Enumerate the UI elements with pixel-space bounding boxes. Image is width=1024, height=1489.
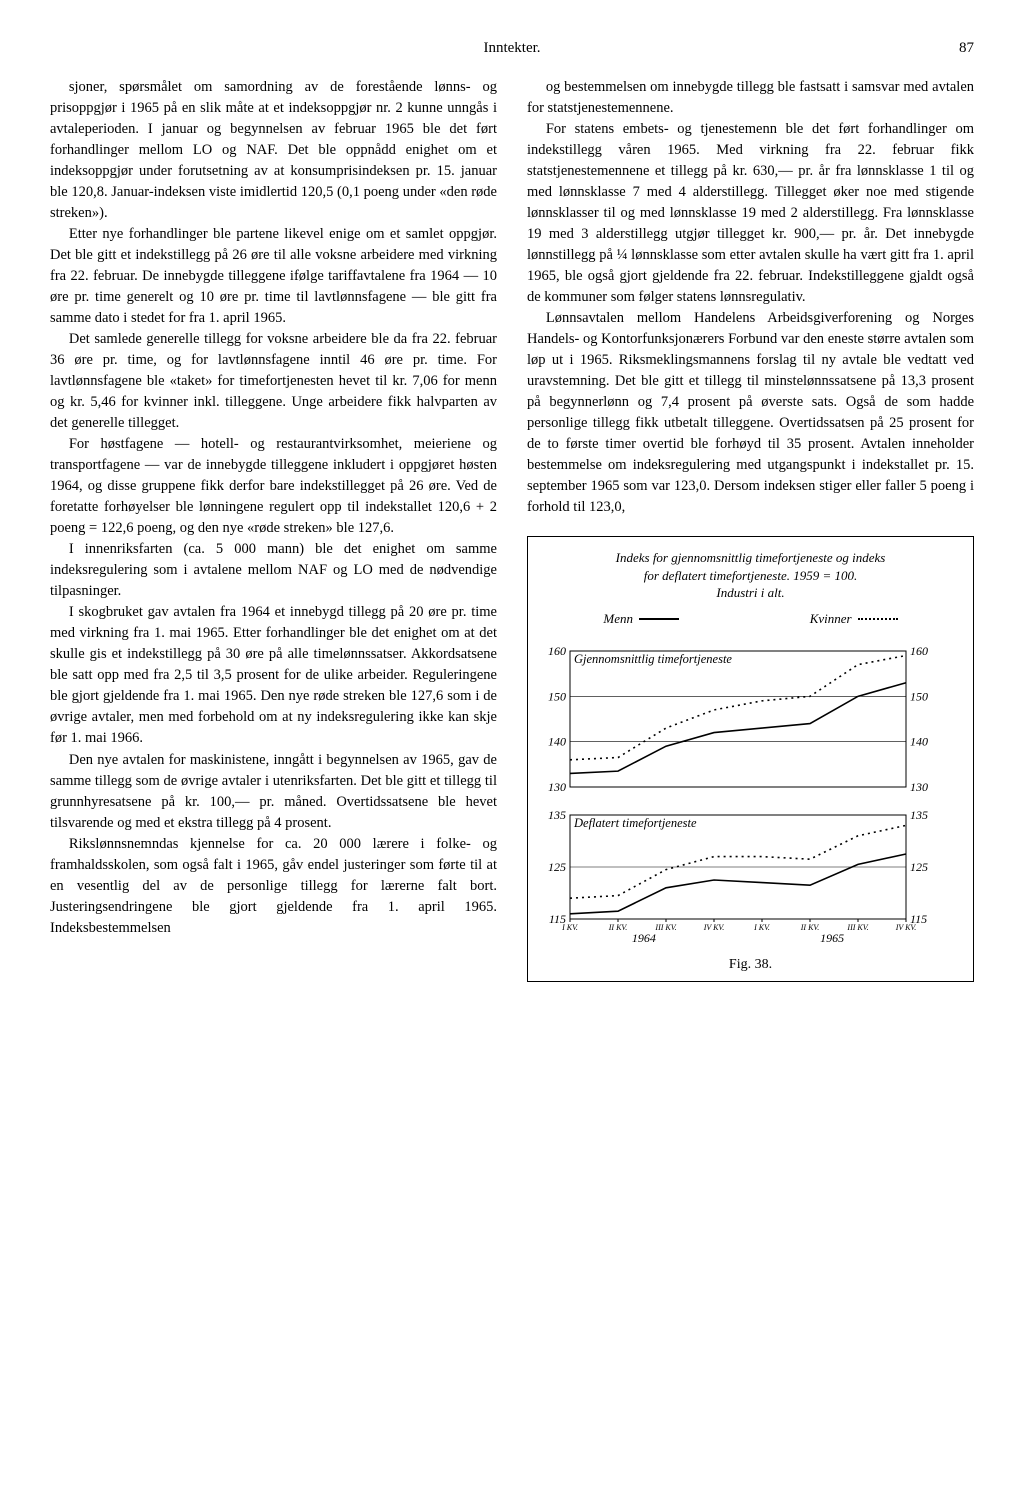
svg-text:140: 140 [910, 734, 928, 748]
right-column: og bestemmelsen om innebygde tillegg ble… [527, 77, 974, 982]
para: For statens embets- og tjenestemenn ble … [527, 119, 974, 308]
header-title: Inntekter. [90, 40, 934, 57]
svg-text:130: 130 [910, 780, 928, 793]
chart-title: Indeks for gjennomsnittlig timefortjenes… [538, 549, 963, 602]
svg-text:I KV.: I KV. [561, 923, 578, 932]
svg-text:II KV.: II KV. [608, 923, 628, 932]
para: For høstfagene — hotell- og restaurantvi… [50, 434, 497, 539]
legend-menn: Menn [603, 610, 679, 629]
para: sjoner, spørsmålet om samordning av de f… [50, 77, 497, 224]
legend-kvinner: Kvinner [810, 610, 898, 629]
para: Rikslønnsnemndas kjennelse for ca. 20 00… [50, 834, 497, 939]
svg-text:135: 135 [910, 808, 928, 822]
page-number: 87 [934, 40, 974, 57]
chart-svg-1: 130 130 140 140 150 150 160 160 Gjennomsnittlig … [538, 633, 938, 793]
left-column: sjoner, spørsmålet om samordning av de f… [50, 77, 497, 982]
chart-panel-1: 130 130 140 140 150 150 160 160 Gjennomsnittlig … [538, 633, 963, 793]
chart-legend: Menn Kvinner [538, 610, 963, 629]
para: og bestemmelsen om innebygde tillegg ble… [527, 77, 974, 119]
para: I innenriksfarten (ca. 5 000 mann) ble d… [50, 539, 497, 602]
para: Lønnsavtalen mellom Handelens Arbeidsgiv… [527, 308, 974, 518]
chart-panel-2: 115115125125135135Deflatert timefortjene… [538, 797, 963, 947]
para: Etter nye forhandlinger ble partene like… [50, 224, 497, 329]
svg-text:160: 160 [548, 644, 566, 658]
svg-text:160: 160 [910, 644, 928, 658]
legend-label: Menn [603, 610, 633, 629]
page-header: Inntekter. 87 [50, 40, 974, 57]
svg-text:140: 140 [548, 734, 566, 748]
svg-text:IV KV.: IV KV. [703, 923, 725, 932]
svg-text:125: 125 [548, 860, 566, 874]
chart-container: Indeks for gjennomsnittlig timefortjenes… [527, 536, 974, 982]
svg-text:Deflatert timefortjeneste: Deflatert timefortjeneste [573, 816, 697, 830]
svg-text:135: 135 [548, 808, 566, 822]
dotted-line-icon [858, 618, 898, 620]
svg-text:IV KV.: IV KV. [895, 923, 917, 932]
chart-title-line: Industri i alt. [716, 585, 784, 600]
para: Det samlede generelle tillegg for voksne… [50, 329, 497, 434]
svg-text:Gjennomsnittlig timefortjenest: Gjennomsnittlig timefortjeneste [574, 652, 732, 666]
legend-label: Kvinner [810, 610, 852, 629]
svg-text:150: 150 [548, 689, 566, 703]
figure-caption: Fig. 38. [538, 955, 963, 975]
chart-title-line: for deflatert timefortjeneste. 1959 = 10… [644, 568, 858, 583]
svg-text:125: 125 [910, 860, 928, 874]
text-columns: sjoner, spørsmålet om samordning av de f… [50, 77, 974, 982]
svg-text:III KV.: III KV. [846, 923, 868, 932]
solid-line-icon [639, 618, 679, 620]
svg-text:III KV.: III KV. [654, 923, 676, 932]
svg-text:II KV.: II KV. [800, 923, 820, 932]
para: I skogbruket gav avtalen fra 1964 et inn… [50, 602, 497, 749]
svg-text:150: 150 [910, 689, 928, 703]
svg-text:1965: 1965 [820, 931, 844, 945]
chart-title-line: Indeks for gjennomsnittlig timefortjenes… [616, 550, 886, 565]
svg-text:I KV.: I KV. [753, 923, 770, 932]
chart-svg-2: 115115125125135135Deflatert timefortjene… [538, 797, 938, 947]
svg-text:130: 130 [548, 780, 566, 793]
svg-text:1964: 1964 [632, 931, 656, 945]
para: Den nye avtalen for maskinistene, inngåt… [50, 750, 497, 834]
